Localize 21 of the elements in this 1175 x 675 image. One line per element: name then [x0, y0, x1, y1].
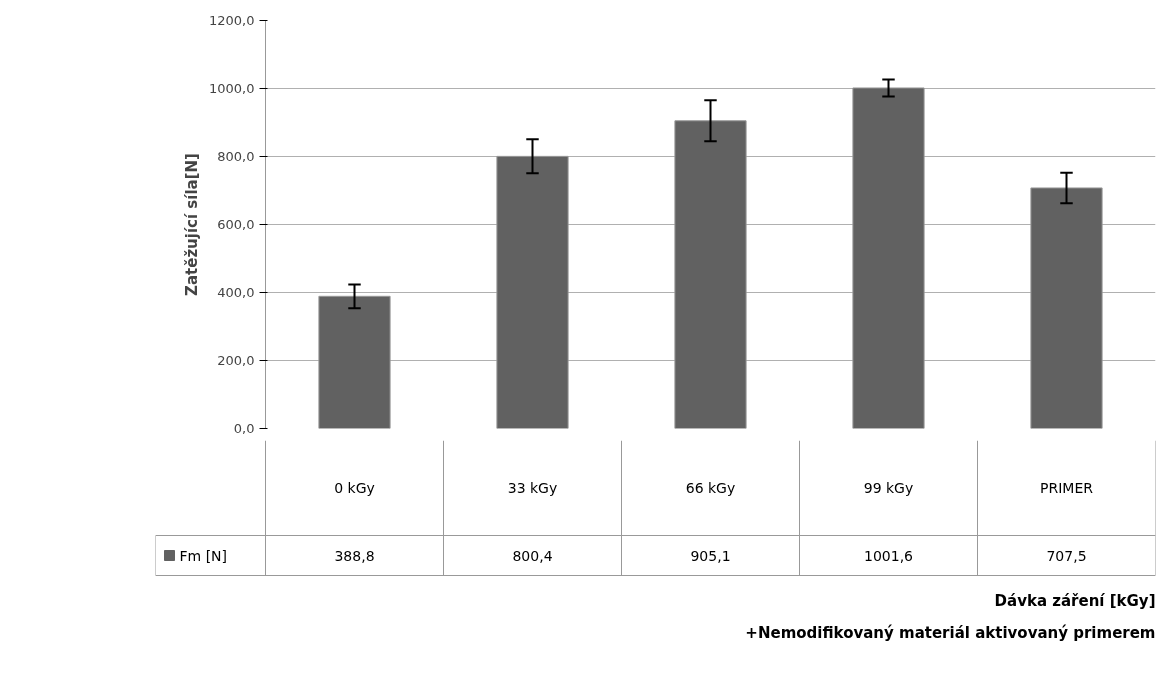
x-tick-label: 99 kGy	[863, 480, 914, 496]
y-tick-label: 1000,0	[209, 81, 255, 96]
y-axis-title: Zatěžující síla[N]	[183, 153, 202, 296]
y-tick-label: 200,0	[217, 353, 255, 368]
text: 800,4	[512, 547, 553, 564]
y-tick-label: 600,0	[217, 217, 255, 232]
text: Dávka záření [kGy]	[994, 591, 1156, 610]
x-tick-label: 66 kGy	[685, 480, 736, 496]
text: 707,5	[1046, 547, 1087, 564]
x-tick-label: 0 kGy	[334, 480, 375, 496]
text: 1001,6	[864, 547, 914, 564]
legend-label: Fm [N]	[179, 547, 228, 564]
text: +Nemodifikovaný materiál aktivovaný primerem	[745, 623, 1156, 642]
text: 388,8	[334, 547, 375, 564]
x-tick-label: 33 kGy	[507, 480, 558, 496]
x-tick-label: PRIMER	[1040, 480, 1094, 496]
y-tick-label: 1200,0	[209, 13, 255, 28]
y-tick-label: 800,0	[217, 149, 255, 164]
y-tick-label: 400,0	[217, 285, 255, 300]
y-tick-label: 0,0	[233, 421, 255, 436]
text: 905,1	[690, 547, 731, 564]
